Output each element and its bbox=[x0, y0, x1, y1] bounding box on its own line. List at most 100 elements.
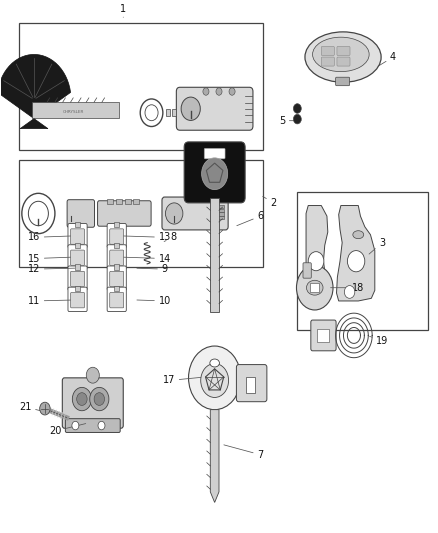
FancyBboxPatch shape bbox=[71, 293, 85, 308]
Text: 16: 16 bbox=[28, 232, 75, 243]
FancyBboxPatch shape bbox=[71, 250, 85, 265]
Text: 13: 13 bbox=[120, 232, 171, 243]
Ellipse shape bbox=[313, 37, 369, 71]
Text: 11: 11 bbox=[28, 296, 75, 306]
Bar bbox=[75, 243, 80, 248]
Text: 17: 17 bbox=[163, 375, 221, 385]
FancyBboxPatch shape bbox=[107, 287, 126, 312]
Circle shape bbox=[308, 252, 324, 271]
Text: 20: 20 bbox=[49, 424, 86, 436]
Circle shape bbox=[94, 393, 105, 406]
Bar bbox=[317, 329, 329, 342]
FancyBboxPatch shape bbox=[184, 142, 245, 203]
Bar bbox=[19, 22, 262, 150]
FancyBboxPatch shape bbox=[107, 223, 126, 248]
Polygon shape bbox=[210, 410, 219, 503]
Text: 14: 14 bbox=[120, 254, 171, 263]
FancyBboxPatch shape bbox=[162, 197, 228, 230]
Bar bbox=[75, 222, 80, 227]
Circle shape bbox=[293, 114, 301, 124]
Bar bbox=[107, 199, 113, 205]
Ellipse shape bbox=[307, 280, 323, 295]
Text: 21: 21 bbox=[19, 402, 44, 412]
Circle shape bbox=[297, 265, 333, 310]
FancyBboxPatch shape bbox=[311, 320, 336, 351]
FancyBboxPatch shape bbox=[110, 293, 124, 308]
FancyBboxPatch shape bbox=[65, 419, 120, 432]
Bar bbox=[210, 198, 219, 312]
Bar bbox=[114, 222, 119, 227]
FancyBboxPatch shape bbox=[337, 46, 350, 55]
FancyBboxPatch shape bbox=[62, 378, 123, 428]
FancyBboxPatch shape bbox=[71, 271, 85, 287]
Text: 19: 19 bbox=[370, 336, 389, 346]
Ellipse shape bbox=[210, 359, 219, 367]
Circle shape bbox=[188, 346, 241, 410]
Circle shape bbox=[347, 251, 365, 272]
Bar bbox=[75, 286, 80, 291]
Circle shape bbox=[181, 97, 200, 120]
Text: 1: 1 bbox=[120, 4, 126, 17]
Ellipse shape bbox=[353, 231, 364, 239]
Bar bbox=[247, 377, 255, 393]
FancyBboxPatch shape bbox=[67, 200, 95, 227]
Text: 5: 5 bbox=[279, 116, 301, 126]
Bar bbox=[133, 199, 139, 205]
Bar bbox=[124, 199, 131, 205]
Text: 9: 9 bbox=[137, 264, 168, 274]
Circle shape bbox=[344, 286, 355, 298]
Bar bbox=[173, 109, 176, 116]
FancyBboxPatch shape bbox=[237, 365, 267, 402]
Bar bbox=[219, 205, 224, 208]
Circle shape bbox=[293, 104, 301, 114]
FancyBboxPatch shape bbox=[68, 266, 87, 290]
Text: 10: 10 bbox=[137, 296, 171, 306]
Circle shape bbox=[90, 387, 109, 411]
FancyBboxPatch shape bbox=[321, 57, 334, 66]
Bar bbox=[219, 213, 224, 216]
Text: 12: 12 bbox=[28, 264, 75, 274]
FancyBboxPatch shape bbox=[107, 245, 126, 269]
Bar bbox=[114, 286, 119, 291]
Bar bbox=[297, 192, 428, 330]
Text: 6: 6 bbox=[237, 211, 263, 225]
FancyBboxPatch shape bbox=[107, 266, 126, 290]
FancyBboxPatch shape bbox=[177, 87, 253, 130]
Circle shape bbox=[201, 158, 228, 190]
FancyBboxPatch shape bbox=[68, 245, 87, 269]
Text: 3: 3 bbox=[369, 238, 385, 254]
FancyBboxPatch shape bbox=[68, 223, 87, 248]
FancyBboxPatch shape bbox=[336, 77, 350, 86]
Bar bbox=[166, 109, 170, 116]
Circle shape bbox=[86, 367, 99, 383]
Bar bbox=[114, 243, 119, 248]
Circle shape bbox=[98, 421, 105, 430]
FancyBboxPatch shape bbox=[110, 271, 124, 287]
Bar bbox=[19, 160, 262, 266]
Circle shape bbox=[77, 393, 87, 406]
Polygon shape bbox=[306, 206, 328, 301]
Bar bbox=[311, 284, 319, 292]
Ellipse shape bbox=[305, 32, 381, 82]
Circle shape bbox=[166, 203, 183, 224]
FancyBboxPatch shape bbox=[110, 229, 124, 244]
FancyBboxPatch shape bbox=[71, 229, 85, 244]
Text: 4: 4 bbox=[378, 52, 396, 66]
Text: 18: 18 bbox=[331, 282, 364, 293]
FancyBboxPatch shape bbox=[68, 287, 87, 312]
FancyBboxPatch shape bbox=[110, 250, 124, 265]
Polygon shape bbox=[0, 54, 71, 128]
Circle shape bbox=[229, 88, 235, 95]
Text: 15: 15 bbox=[28, 254, 75, 263]
Polygon shape bbox=[336, 206, 375, 301]
Bar bbox=[116, 199, 122, 205]
Bar bbox=[219, 216, 224, 219]
Text: 2: 2 bbox=[263, 196, 276, 208]
Text: 8: 8 bbox=[164, 232, 177, 243]
FancyBboxPatch shape bbox=[98, 201, 151, 226]
Bar bbox=[75, 264, 80, 270]
FancyBboxPatch shape bbox=[204, 148, 225, 159]
Circle shape bbox=[203, 88, 209, 95]
Text: 7: 7 bbox=[224, 445, 264, 460]
Text: CHRYSLER: CHRYSLER bbox=[63, 110, 84, 114]
